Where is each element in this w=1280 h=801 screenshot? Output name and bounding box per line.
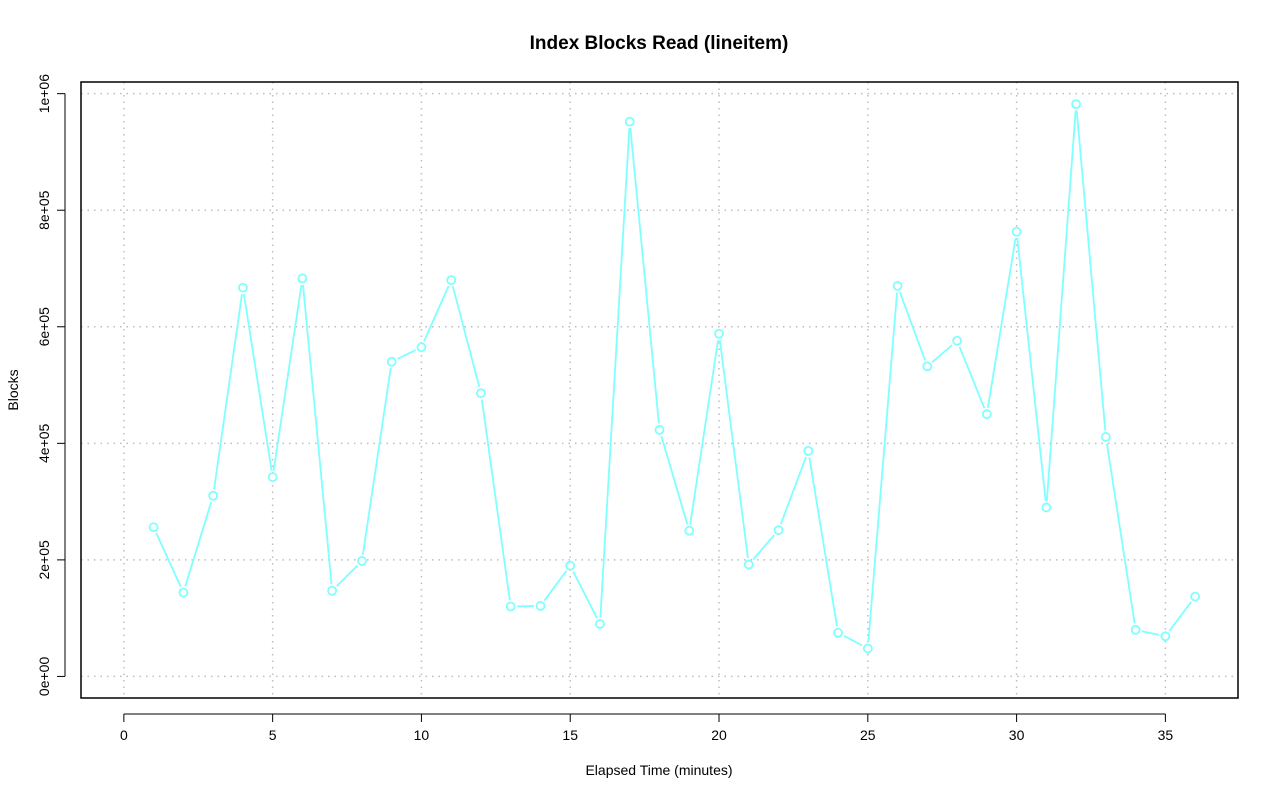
series-line-segment	[272, 284, 303, 471]
series-line-segment	[184, 501, 213, 587]
data-point	[386, 356, 397, 367]
data-point	[1160, 631, 1171, 642]
data-point	[833, 627, 843, 638]
data-point	[684, 525, 695, 536]
data-point	[624, 116, 635, 127]
x-axis-label: Elapsed Time (minutes)	[585, 762, 732, 778]
series-line-segment	[986, 238, 1017, 408]
x-tick-label: 30	[1009, 727, 1025, 743]
series-line-segment	[689, 340, 719, 525]
data-point	[981, 409, 992, 420]
data-point	[595, 619, 605, 629]
x-tick-label: 35	[1158, 727, 1174, 743]
data-point	[505, 601, 516, 612]
data-point	[1190, 591, 1201, 602]
x-tick-label: 25	[860, 727, 876, 743]
data-point	[1100, 432, 1111, 442]
series-line-segment	[1141, 630, 1160, 636]
series-line-segment	[931, 344, 953, 363]
series-line-segment	[752, 534, 775, 561]
series-line-segment	[898, 291, 926, 361]
data-point	[237, 282, 248, 293]
data-point	[446, 275, 457, 286]
y-tick-label: 1e+06	[36, 74, 52, 114]
data-point	[267, 472, 278, 483]
series-line-segment	[451, 286, 481, 388]
data-point	[773, 525, 784, 536]
series-line-segment	[1105, 443, 1136, 624]
data-point	[178, 587, 189, 598]
data-point	[148, 522, 159, 533]
data-point	[297, 273, 308, 284]
series-line-segment	[660, 435, 689, 525]
series-line-segment	[572, 571, 598, 619]
x-tick-label: 10	[414, 727, 430, 743]
data-point	[654, 425, 665, 435]
y-tick-label: 4e+05	[36, 423, 52, 463]
series-line-segment	[1045, 110, 1077, 502]
data-point	[1130, 624, 1141, 635]
x-tick-label: 0	[120, 727, 128, 743]
series-line-segment	[336, 565, 358, 587]
series-line-segment	[808, 457, 838, 627]
data-point	[1011, 226, 1022, 237]
data-point	[892, 281, 903, 291]
series-line-segment	[718, 340, 749, 559]
series-line-segment	[155, 532, 182, 587]
series-line-segment	[397, 349, 416, 360]
series-line-segment	[361, 368, 392, 555]
series-line-segment	[543, 570, 568, 602]
series-line-segment	[599, 128, 631, 618]
series-line-segment	[302, 284, 333, 585]
series-line-segment	[867, 292, 898, 643]
series	[148, 99, 1201, 654]
y-axis-label: Blocks	[5, 369, 21, 410]
data-point	[476, 388, 486, 399]
series-line-segment	[843, 634, 863, 647]
series-line-segment	[1168, 601, 1192, 632]
x-tick-label: 5	[269, 727, 277, 743]
x-tick-label: 15	[562, 727, 578, 743]
grid	[81, 82, 1238, 698]
y-tick-label: 8e+05	[36, 190, 52, 230]
series-line-segment	[480, 399, 511, 601]
plot-frame	[80, 81, 1239, 699]
y-tick-label: 6e+05	[36, 307, 52, 347]
data-point	[743, 559, 754, 570]
data-point	[862, 643, 873, 654]
series-line-segment	[213, 294, 243, 490]
data-point	[565, 560, 576, 571]
series-line-segment	[779, 456, 807, 525]
x-tick-label: 20	[711, 727, 727, 743]
chart-title: Index Blocks Read (lineitem)	[530, 33, 789, 54]
data-point	[714, 328, 724, 339]
y-tick-label: 2e+05	[36, 540, 52, 580]
series-line-segment	[1016, 238, 1047, 502]
series-line-segment	[423, 285, 450, 342]
data-point	[1071, 99, 1082, 110]
data-point	[922, 361, 933, 372]
data-point	[327, 585, 338, 596]
axes: 0 5 10 15 20 25 30 35 0e+00 2e+05 4e+05 6e+05 8e+05 1…	[36, 74, 1173, 743]
series-line-segment	[243, 294, 273, 471]
data-point	[535, 601, 546, 611]
data-point	[952, 335, 962, 346]
data-point	[803, 446, 814, 456]
y-tick-label: 0e+00	[36, 657, 52, 697]
data-point	[357, 556, 367, 566]
data-point	[416, 342, 427, 353]
data-point	[208, 490, 219, 501]
series-line-segment	[629, 128, 660, 424]
series-line-segment	[958, 346, 986, 409]
data-point	[1041, 502, 1052, 513]
series-line-segment	[1075, 110, 1107, 431]
